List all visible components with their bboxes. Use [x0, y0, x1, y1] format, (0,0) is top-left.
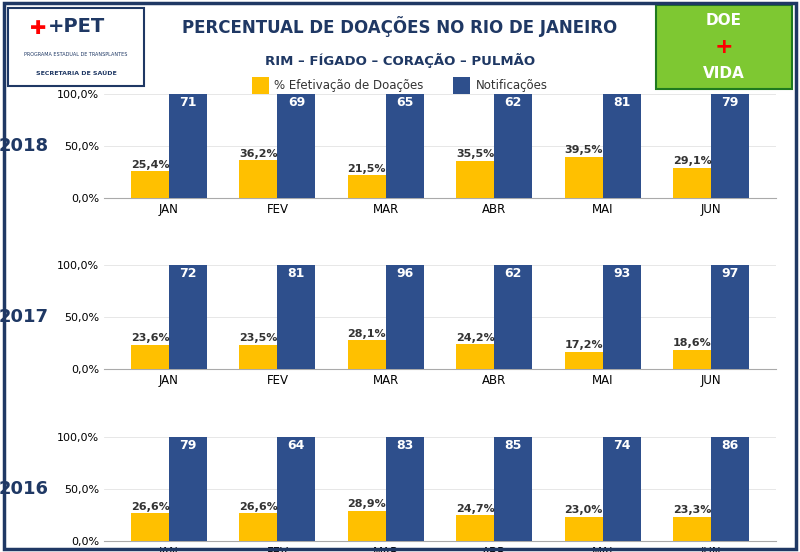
Text: PERCENTUAL DE DOAÇÕES NO RIO DE JANEIRO: PERCENTUAL DE DOAÇÕES NO RIO DE JANEIRO — [182, 16, 618, 37]
Bar — [348, 511, 386, 541]
Bar — [565, 157, 602, 198]
Text: 26,6%: 26,6% — [130, 502, 170, 512]
Text: 71: 71 — [179, 95, 197, 109]
Text: 2016: 2016 — [0, 480, 48, 498]
Bar — [494, 94, 532, 198]
FancyBboxPatch shape — [656, 4, 792, 89]
Bar — [386, 94, 424, 198]
Text: 85: 85 — [505, 439, 522, 452]
Text: 65: 65 — [396, 95, 414, 109]
Text: 28,1%: 28,1% — [347, 328, 386, 338]
FancyBboxPatch shape — [8, 8, 144, 86]
Bar — [673, 168, 711, 198]
Text: RIM – FÍGADO – CORAÇÃO – PULMÃO: RIM – FÍGADO – CORAÇÃO – PULMÃO — [265, 54, 535, 68]
Bar — [169, 94, 207, 198]
Bar — [456, 515, 494, 541]
Text: DOE: DOE — [706, 13, 742, 28]
Bar — [386, 437, 424, 541]
Text: 18,6%: 18,6% — [673, 338, 711, 348]
Text: 97: 97 — [722, 267, 738, 280]
Bar — [602, 266, 641, 369]
Bar — [456, 344, 494, 369]
Text: 21,5%: 21,5% — [347, 164, 386, 174]
Text: PROGRAMA ESTADUAL DE TRANSPLANTES: PROGRAMA ESTADUAL DE TRANSPLANTES — [24, 52, 128, 57]
Bar — [131, 513, 169, 541]
Text: 25,4%: 25,4% — [130, 160, 170, 170]
Text: 83: 83 — [396, 439, 414, 452]
Bar — [711, 266, 749, 369]
Text: 28,9%: 28,9% — [347, 500, 386, 509]
Bar — [239, 160, 278, 198]
Text: 23,6%: 23,6% — [130, 333, 170, 343]
Text: Notificações: Notificações — [476, 79, 548, 92]
Bar — [673, 350, 711, 369]
Bar — [278, 437, 315, 541]
Text: 79: 79 — [179, 439, 197, 452]
Bar — [454, 77, 470, 94]
Text: 39,5%: 39,5% — [564, 145, 603, 155]
Bar — [169, 266, 207, 369]
Bar — [711, 437, 749, 541]
Text: 24,2%: 24,2% — [456, 333, 494, 343]
Bar — [565, 517, 602, 541]
Text: 96: 96 — [396, 267, 414, 280]
Text: 23,5%: 23,5% — [239, 333, 278, 343]
Text: SECRETARIA DE SAÚDE: SECRETARIA DE SAÚDE — [36, 71, 116, 76]
Bar — [239, 345, 278, 369]
Text: +: + — [714, 37, 734, 57]
Text: 93: 93 — [613, 267, 630, 280]
Bar — [278, 94, 315, 198]
Bar — [456, 161, 494, 198]
Bar — [602, 437, 641, 541]
Text: 86: 86 — [722, 439, 738, 452]
Text: 79: 79 — [722, 95, 738, 109]
Bar — [565, 352, 602, 369]
Bar — [239, 513, 278, 541]
Text: 29,1%: 29,1% — [673, 156, 711, 166]
Bar — [252, 77, 269, 94]
Text: 62: 62 — [505, 95, 522, 109]
Text: +PET: +PET — [47, 17, 105, 36]
Bar — [711, 94, 749, 198]
Text: 62: 62 — [505, 267, 522, 280]
Text: ✚: ✚ — [30, 19, 46, 38]
Bar — [169, 437, 207, 541]
Text: 24,7%: 24,7% — [456, 504, 494, 514]
Bar — [386, 266, 424, 369]
Bar — [348, 176, 386, 198]
Text: 35,5%: 35,5% — [456, 150, 494, 160]
Text: 26,6%: 26,6% — [239, 502, 278, 512]
Text: 2017: 2017 — [0, 309, 48, 326]
Bar — [673, 517, 711, 541]
Bar — [131, 345, 169, 369]
Text: 69: 69 — [288, 95, 305, 109]
Text: 72: 72 — [179, 267, 197, 280]
Text: 81: 81 — [288, 267, 305, 280]
Text: 81: 81 — [613, 95, 630, 109]
Text: 23,0%: 23,0% — [565, 506, 603, 516]
Bar — [494, 437, 532, 541]
Bar — [602, 94, 641, 198]
Text: 64: 64 — [288, 439, 305, 452]
Bar — [494, 266, 532, 369]
Text: 74: 74 — [613, 439, 630, 452]
Bar — [131, 172, 169, 198]
Text: VIDA: VIDA — [703, 66, 745, 81]
Text: 36,2%: 36,2% — [239, 148, 278, 158]
Bar — [348, 340, 386, 369]
Bar — [278, 266, 315, 369]
Text: 23,3%: 23,3% — [673, 505, 711, 515]
Text: 17,2%: 17,2% — [564, 340, 603, 350]
Text: % Efetivação de Doações: % Efetivação de Doações — [274, 79, 423, 92]
Text: 2018: 2018 — [0, 137, 49, 155]
